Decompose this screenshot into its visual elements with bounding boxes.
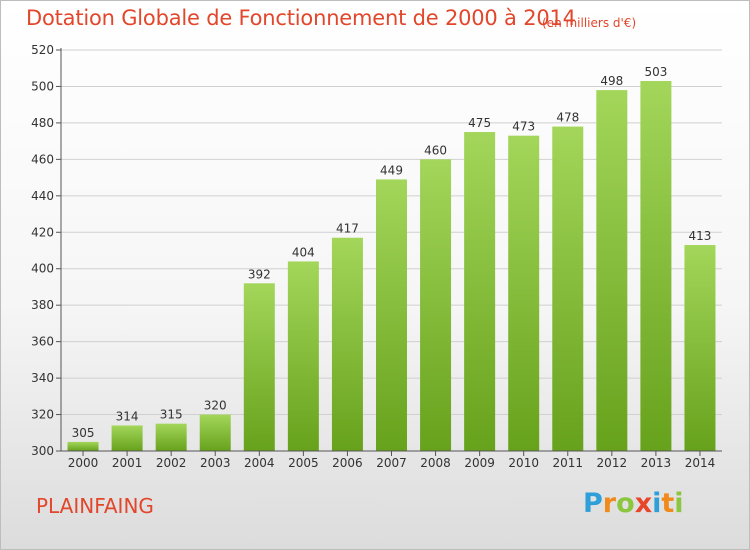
bar (155, 423, 187, 451)
bar-value-label: 449 (380, 163, 403, 177)
x-tick-label: 2004 (244, 456, 275, 470)
bar-value-label: 503 (644, 65, 667, 79)
bar-value-label: 320 (204, 399, 227, 413)
x-tick-label: 2000 (68, 456, 99, 470)
logo-letter: i (674, 488, 684, 519)
x-tick-label: 2008 (420, 456, 451, 470)
x-tick-label: 2014 (685, 456, 716, 470)
bar (287, 261, 319, 451)
logo-letter: P (583, 488, 603, 519)
y-tick-label: 340 (31, 371, 54, 385)
bar-value-label: 305 (72, 426, 95, 440)
x-tick-label: 2007 (376, 456, 407, 470)
x-tick-label: 2001 (112, 456, 143, 470)
y-tick-label: 400 (31, 262, 54, 276)
logo-letter: t (661, 488, 675, 519)
bar (331, 237, 363, 451)
bar-value-label: 460 (424, 143, 447, 157)
bar (508, 135, 540, 451)
bar (596, 90, 628, 451)
bar (199, 414, 231, 451)
x-tick-label: 2003 (200, 456, 231, 470)
y-tick-label: 300 (31, 444, 54, 458)
bar (684, 245, 716, 451)
x-tick-label: 2009 (464, 456, 495, 470)
y-tick-label: 360 (31, 335, 54, 349)
bar-value-label: 314 (116, 409, 139, 423)
y-tick-label: 480 (31, 116, 54, 130)
y-tick-label: 420 (31, 225, 54, 239)
chart-title: Dotation Globale de Fonctionnement de 20… (26, 6, 576, 30)
commune-name: PLAINFAING (36, 494, 154, 518)
bar-value-label: 475 (468, 116, 491, 130)
logo-letter: r (602, 488, 617, 519)
y-tick-label: 520 (31, 43, 54, 57)
bar-value-label: 473 (512, 120, 535, 134)
y-tick-label: 440 (31, 189, 54, 203)
x-tick-label: 2011 (552, 456, 583, 470)
bar (243, 283, 275, 451)
proxiti-logo: Proxiti (583, 488, 684, 519)
bar (376, 179, 407, 451)
x-tick-label: 2010 (508, 456, 539, 470)
logo-letter: i (652, 488, 662, 519)
chart-unit: (en milliers d'€) (542, 16, 637, 30)
x-tick-label: 2013 (641, 456, 672, 470)
axes: 300 320 340 360 380 400 420 440 460 480 500 520 2000… (31, 43, 722, 470)
bar-value-label: 413 (689, 229, 712, 243)
x-tick-label: 2006 (332, 456, 363, 470)
y-tick-label: 320 (31, 408, 54, 422)
bar-value-label: 404 (292, 245, 315, 259)
bar-value-label: 478 (556, 111, 579, 125)
y-tick-label: 380 (31, 298, 54, 312)
logo-letter: x (634, 488, 653, 519)
x-tick-label: 2002 (156, 456, 187, 470)
bar (420, 159, 452, 451)
y-tick-label: 500 (31, 79, 54, 93)
bar (67, 441, 99, 451)
y-tick-label: 460 (31, 152, 54, 166)
bar-value-label: 315 (160, 408, 183, 422)
logo-letter: o (616, 488, 635, 519)
x-tick-label: 2005 (288, 456, 319, 470)
bar-value-label: 392 (248, 267, 271, 281)
bars: 305 314 315 320 392 404 417 449 460 475 473 478 498 5… (67, 65, 716, 452)
bar (111, 425, 143, 451)
bar (640, 80, 672, 452)
bar-value-label: 498 (600, 74, 623, 88)
bar-value-label: 417 (336, 222, 359, 236)
bar (552, 126, 584, 452)
x-tick-label: 2012 (597, 456, 628, 470)
bar (464, 132, 496, 452)
